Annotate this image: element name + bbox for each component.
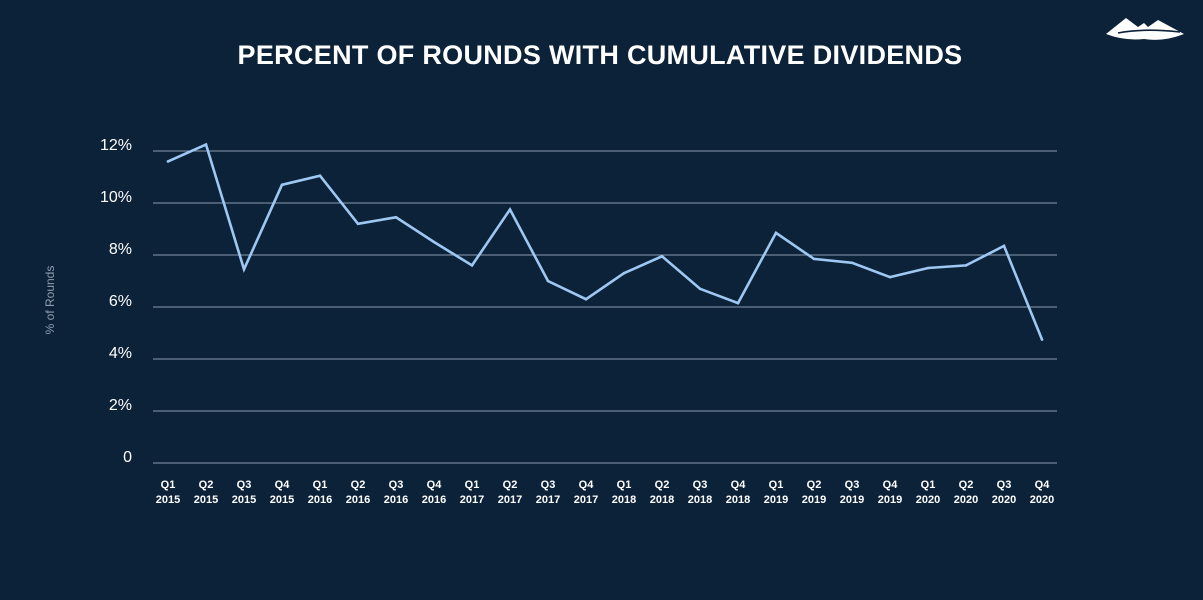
x-tick-label-quarter: Q2 xyxy=(199,479,214,491)
data-point xyxy=(698,287,702,291)
data-point xyxy=(584,297,588,301)
data-point xyxy=(204,143,208,146)
x-tick-label-year: 2018 xyxy=(688,494,712,506)
x-tick-label-quarter: Q2 xyxy=(351,479,366,491)
x-tick-label-year: 2017 xyxy=(460,494,484,506)
y-tick-label: 12% xyxy=(100,137,132,154)
x-tick-label-quarter: Q4 xyxy=(275,479,291,491)
x-tick-label-year: 2018 xyxy=(650,494,674,506)
data-point xyxy=(280,183,284,187)
data-point xyxy=(470,264,474,267)
data-point xyxy=(812,257,816,261)
y-tick-label: 2% xyxy=(109,397,132,414)
data-point xyxy=(774,231,778,235)
chart-title: PERCENT OF ROUNDS WITH CUMULATIVE DIVIDE… xyxy=(237,40,963,70)
y-tick-label: 6% xyxy=(109,293,132,310)
x-tick-label-year: 2016 xyxy=(308,494,332,506)
x-tick-label-quarter: Q1 xyxy=(617,479,632,491)
x-tick-label-year: 2018 xyxy=(726,494,750,506)
x-tick-label-year: 2015 xyxy=(270,494,294,506)
data-point xyxy=(432,240,436,244)
x-tick-label-year: 2020 xyxy=(992,494,1016,506)
data-point xyxy=(1040,338,1044,341)
x-tick-label-quarter: Q1 xyxy=(161,479,176,491)
x-tick-label-quarter: Q2 xyxy=(503,479,518,491)
y-tick-label: 0 xyxy=(123,449,132,466)
x-tick-label-year: 2016 xyxy=(384,494,408,506)
x-tick-label-quarter: Q1 xyxy=(921,479,936,491)
x-tick-label-year: 2017 xyxy=(498,494,522,506)
data-point xyxy=(964,264,968,267)
series-line xyxy=(166,142,1044,341)
x-tick-label-quarter: Q3 xyxy=(693,479,708,491)
x-tick-label-quarter: Q1 xyxy=(465,479,480,491)
data-point xyxy=(850,261,854,265)
x-tick-label-year: 2019 xyxy=(764,494,788,506)
data-point xyxy=(888,275,892,279)
y-tick-label: 8% xyxy=(109,241,132,258)
x-tick-label-year: 2019 xyxy=(878,494,902,506)
data-point xyxy=(242,268,246,271)
y-tick-label: 4% xyxy=(109,345,132,362)
x-tick-label-quarter: Q2 xyxy=(807,479,822,491)
mountain-logo-icon xyxy=(1104,14,1188,49)
x-tick-label-year: 2015 xyxy=(156,494,180,506)
x-tick-label-year: 2016 xyxy=(422,494,446,506)
x-tick-label-year: 2015 xyxy=(232,494,256,506)
data-point xyxy=(622,271,626,275)
x-tick-label-quarter: Q3 xyxy=(389,479,404,491)
data-point xyxy=(736,301,740,305)
x-tick-label-year: 2020 xyxy=(1030,494,1054,506)
x-tick-label-quarter: Q3 xyxy=(237,479,252,491)
data-point xyxy=(166,160,170,163)
y-tick-label: 10% xyxy=(100,189,132,206)
x-tick-label-year: 2019 xyxy=(802,494,826,506)
x-tick-label-year: 2020 xyxy=(954,494,978,506)
x-tick-label-year: 2016 xyxy=(346,494,370,506)
data-point xyxy=(508,208,512,211)
x-tick-label-year: 2017 xyxy=(574,494,598,506)
x-tick-label-quarter: Q2 xyxy=(655,479,670,491)
data-point xyxy=(660,254,664,258)
x-tick-label-quarter: Q3 xyxy=(845,479,860,491)
x-tick-label-quarter: Q4 xyxy=(731,479,747,491)
x-tick-label-quarter: Q1 xyxy=(769,479,784,491)
x-tick-label-year: 2018 xyxy=(612,494,636,506)
x-tick-label-year: 2019 xyxy=(840,494,864,506)
x-tick-label-year: 2015 xyxy=(194,494,218,506)
x-tick-label-quarter: Q4 xyxy=(579,479,595,491)
data-point xyxy=(394,216,398,219)
x-tick-label-quarter: Q1 xyxy=(313,479,328,491)
data-point xyxy=(926,266,930,270)
x-tick-label-quarter: Q3 xyxy=(541,479,556,491)
x-tick-label-year: 2017 xyxy=(536,494,560,506)
data-point xyxy=(1002,244,1006,248)
data-point xyxy=(356,222,360,226)
x-tick-label-year: 2020 xyxy=(916,494,940,506)
x-tick-label-quarter: Q4 xyxy=(1035,479,1051,491)
data-point xyxy=(546,279,550,283)
x-tick-label-quarter: Q4 xyxy=(427,479,443,491)
x-tick-label-quarter: Q2 xyxy=(959,479,974,491)
x-tick-label-quarter: Q4 xyxy=(883,479,899,491)
x-tick-label-quarter: Q3 xyxy=(997,479,1012,491)
data-point xyxy=(318,174,322,177)
